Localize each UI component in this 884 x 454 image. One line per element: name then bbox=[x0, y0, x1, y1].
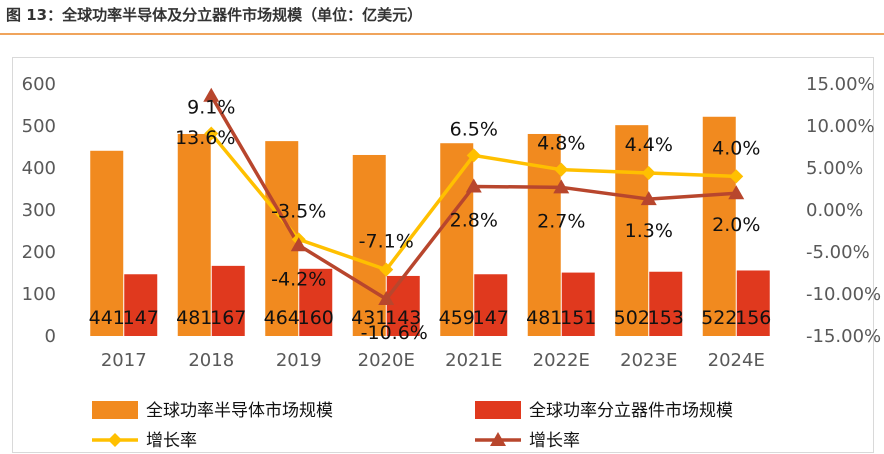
legend-marker bbox=[490, 432, 506, 446]
y-right-tick-label: -10.00% bbox=[806, 284, 881, 305]
y-left-tick-label: 300 bbox=[22, 200, 56, 221]
line-point bbox=[378, 291, 395, 306]
line-point bbox=[641, 166, 656, 181]
x-tick-label: 2017 bbox=[101, 350, 147, 371]
y-left-axis: 0 100 200 300 400 500 600 bbox=[22, 74, 56, 347]
bar-data-label: 459 bbox=[439, 307, 475, 329]
bar bbox=[177, 133, 211, 336]
line-layer: 9.1% -3.5% -7.1% 6.5% 4.8% 4.4% 4.0% 13.6% -4.2%… bbox=[175, 87, 760, 344]
legend-swatch bbox=[92, 401, 138, 419]
line-point bbox=[203, 87, 220, 102]
line-point bbox=[204, 126, 219, 141]
bar bbox=[615, 125, 649, 336]
bar bbox=[299, 268, 333, 336]
x-tick-label: 2024E bbox=[708, 350, 765, 371]
bar bbox=[90, 150, 124, 336]
y-right-tick-label: -5.00% bbox=[806, 242, 870, 263]
y-left-tick-label: 600 bbox=[22, 74, 56, 95]
title-divider bbox=[0, 33, 884, 35]
line-data-label: 2.7% bbox=[537, 210, 585, 232]
legend-label: 全球功率半导体市场规模 bbox=[146, 401, 333, 421]
y-right-tick-label: 0.00% bbox=[806, 200, 863, 221]
x-tick-label: 2019 bbox=[276, 350, 322, 371]
bar-data-label: 153 bbox=[648, 307, 684, 329]
y-left-tick-label: 400 bbox=[22, 158, 56, 179]
line-data-label: 4.8% bbox=[537, 133, 585, 155]
bar bbox=[702, 116, 736, 336]
bar bbox=[211, 265, 245, 336]
legend-swatch bbox=[475, 401, 521, 419]
bar-data-label: 481 bbox=[176, 307, 212, 329]
y-right-axis: -15.00% -10.00% -5.00% 0.00% 5.00% 10.00% 15.0… bbox=[806, 74, 881, 347]
line-data-label: 4.4% bbox=[625, 134, 673, 156]
x-axis: 2017 2018 2019 2020E 2021E 2022E 2023E 2024E bbox=[101, 350, 765, 371]
line-data-label: 13.6% bbox=[175, 127, 235, 149]
line-data-label: 2.0% bbox=[712, 214, 760, 236]
bar-data-label: 147 bbox=[473, 307, 509, 329]
line-point bbox=[379, 262, 394, 277]
y-left-tick-label: 0 bbox=[45, 326, 56, 347]
y-right-tick-label: 15.00% bbox=[806, 74, 875, 95]
y-right-tick-label: 5.00% bbox=[806, 158, 863, 179]
bar-data-label: 160 bbox=[298, 307, 334, 329]
y-left-tick-label: 500 bbox=[22, 116, 56, 137]
line-data-label: 6.5% bbox=[450, 118, 498, 140]
line-data-label: 2.8% bbox=[450, 209, 498, 231]
bar-data-label: 151 bbox=[560, 307, 596, 329]
bar-data-label: 167 bbox=[210, 307, 246, 329]
bar bbox=[352, 154, 386, 336]
y-left-tick-label: 100 bbox=[22, 284, 56, 305]
line-data-label: -4.2% bbox=[271, 268, 326, 290]
x-tick-label: 2021E bbox=[445, 350, 502, 371]
legend-label: 全球功率分立器件市场规模 bbox=[529, 401, 733, 421]
bar bbox=[561, 272, 595, 336]
line-point bbox=[728, 185, 745, 200]
y-right-tick-label: -15.00% bbox=[806, 326, 881, 347]
bar-data-label: 441 bbox=[89, 307, 125, 329]
figure-title: 图 13：全球功率半导体及分立器件市场规模（单位：亿美元） bbox=[6, 6, 423, 24]
bar bbox=[736, 270, 770, 336]
line-data-label: -10.6% bbox=[361, 322, 428, 344]
bar-data-label: 431 bbox=[351, 307, 387, 329]
line-point bbox=[553, 179, 570, 194]
bar-data-label: 464 bbox=[264, 307, 300, 329]
bar bbox=[474, 274, 508, 336]
line-point bbox=[290, 237, 307, 252]
line-point bbox=[640, 191, 657, 206]
bar-data-label: 522 bbox=[701, 307, 737, 329]
bar-data-label: 143 bbox=[385, 307, 421, 329]
bar bbox=[124, 274, 158, 336]
line-data-label: 4.0% bbox=[712, 137, 760, 159]
bar bbox=[386, 275, 420, 336]
line-data-label: -3.5% bbox=[271, 200, 326, 222]
bar-data-label: 147 bbox=[123, 307, 159, 329]
line-data-label: 1.3% bbox=[625, 220, 673, 242]
line-point bbox=[465, 178, 482, 193]
line-point bbox=[729, 169, 744, 184]
bar-data-label: 481 bbox=[526, 307, 562, 329]
x-tick-label: 2020E bbox=[358, 350, 415, 371]
bar-layer: 441 481 464 431 459 481 502 522 147 167 160 143 147 1… bbox=[89, 116, 771, 336]
y-right-tick-label: 10.00% bbox=[806, 116, 875, 137]
line-data-label: -7.1% bbox=[359, 231, 414, 253]
x-tick-label: 2023E bbox=[620, 350, 677, 371]
x-tick-label: 2018 bbox=[188, 350, 234, 371]
legend-label: 增长率 bbox=[146, 431, 197, 451]
legend-label: 增长率 bbox=[529, 431, 580, 451]
legend-marker bbox=[108, 433, 122, 447]
line-point bbox=[554, 162, 569, 177]
y-left-tick-label: 200 bbox=[22, 242, 56, 263]
line-point bbox=[466, 148, 481, 163]
line-data-label: 9.1% bbox=[187, 97, 235, 119]
bar-data-label: 502 bbox=[614, 307, 650, 329]
x-tick-label: 2022E bbox=[533, 350, 590, 371]
bar-data-label: 156 bbox=[735, 307, 771, 329]
bar bbox=[649, 271, 683, 336]
